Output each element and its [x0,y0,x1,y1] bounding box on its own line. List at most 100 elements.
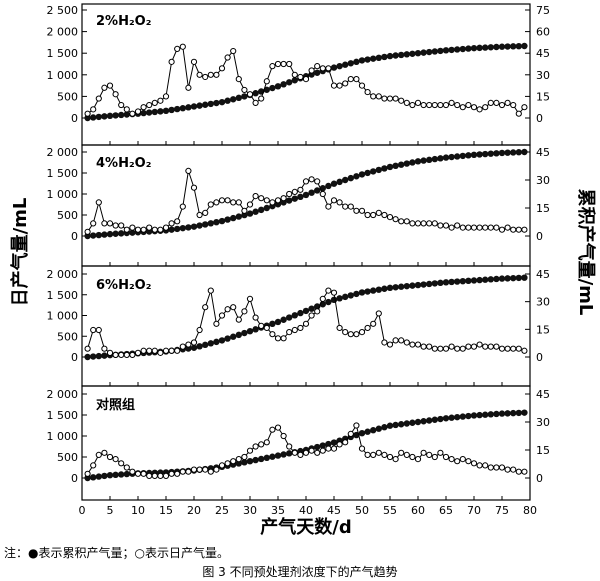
cumulative-point [437,155,444,162]
daily-point [252,99,259,106]
cumulative-point [280,316,287,323]
cumulative-point [364,428,371,435]
daily-point [207,468,214,475]
cumulative-point [280,81,287,88]
daily-point [398,449,405,456]
cumulative-point [431,48,438,55]
daily-point [482,462,489,469]
cumulative-point [504,275,511,282]
daily-point [246,295,254,302]
daily-point [504,466,511,473]
daily-point [470,224,478,231]
cumulative-point [174,225,181,233]
cumulative-point [112,471,119,479]
daily-point [476,462,483,469]
left-tick-label: 2 500 [47,4,79,17]
cumulative-point [353,58,360,66]
cumulative-point [386,422,394,429]
panel-3: 6%H₂O₂ 0 500 1 000 1 500 2 000 0 15 30 45 [47,265,550,387]
left-tick-label: 500 [57,209,78,222]
cumulative-point [476,151,483,158]
right-tick-label: 15 [536,90,550,103]
daily-point [179,468,186,475]
cumulative-point [302,191,310,199]
cumulative-point [381,285,388,292]
cumulative-point [84,353,91,361]
daily-point [297,73,304,81]
cumulative-point [487,150,494,157]
daily-series [84,422,528,479]
daily-point [386,95,394,102]
cumulative-point [90,114,97,121]
x-tick-label: 70 [467,504,481,517]
left-tick-label: 1 000 [47,69,79,82]
cumulative-point [398,51,405,59]
daily-point [185,84,192,91]
daily-point [118,351,125,359]
cumulative-point [414,158,422,165]
left-tick-label: 2 000 [47,388,79,401]
daily-point [280,195,287,202]
cumulative-point [403,282,410,290]
left-tick-label: 1 500 [47,289,79,302]
daily-point [521,468,528,475]
cumulative-point [196,102,203,109]
cumulative-point [162,107,170,115]
daily-point [286,443,293,450]
cumulative-point [101,231,108,238]
cumulative-point [286,79,293,86]
daily-point [325,203,332,210]
cumulative-point [235,460,242,467]
cumulative-point [112,112,119,119]
cumulative-point [129,229,136,236]
daily-point [437,101,444,109]
cumulative-point [454,278,461,285]
cumulative-point [498,43,506,50]
daily-point [146,101,153,109]
daily-point [224,54,231,61]
cumulative-point [241,459,248,466]
daily-point [487,224,494,231]
cumulative-point [263,86,270,93]
daily-point [123,351,130,359]
daily-point [308,312,315,319]
daily-point [241,453,248,461]
cumulative-point [95,352,103,360]
cumulative-point [353,290,360,298]
cumulative-point [90,474,97,481]
cumulative-point [274,452,282,459]
daily-point [101,345,108,352]
cumulative-point [241,329,248,337]
cumulative-point [224,216,231,223]
daily-point [246,201,254,208]
daily-point [246,91,254,98]
daily-point [106,453,114,461]
cumulative-point [465,152,472,159]
daily-point [364,324,371,332]
cumulative-point [314,443,321,451]
daily-point [286,329,293,336]
daily-point [207,71,214,78]
cumulative-point [476,411,483,419]
daily-point [218,197,226,204]
daily-point [454,458,461,465]
daily-point [459,104,466,111]
cumulative-point [258,455,265,463]
cumulative-point [235,94,242,102]
daily-point [224,306,231,313]
cumulative-point [218,337,226,344]
cumulative-point [510,43,517,50]
left-tick-label: 500 [57,330,78,343]
daily-point [123,106,130,113]
x-tick-label: 0 [79,504,86,517]
daily-point [134,349,142,356]
daily-point [459,456,466,463]
left-tick-label: 1 500 [47,167,79,180]
daily-point [106,220,114,227]
daily-point [392,216,399,223]
cumulative-point [414,281,422,289]
daily-point [403,339,410,346]
left-tick-label: 0 [71,230,78,243]
daily-series [84,167,528,235]
left-tick-label: 1 000 [47,310,79,323]
